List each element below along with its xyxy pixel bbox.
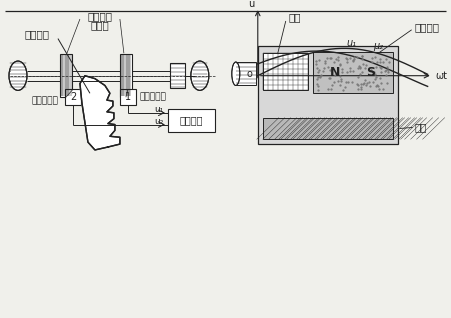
Bar [313,52,393,93]
Text: ωt: ωt [436,71,448,81]
Ellipse shape [9,61,27,90]
Text: 齿形圆盘: 齿形圆盘 [87,11,112,21]
Polygon shape [80,76,120,150]
Text: μ₂: μ₂ [373,41,384,52]
Text: 扭转轴: 扭转轴 [91,20,109,30]
Bar [65,89,81,105]
Bar [60,54,72,97]
Text: 2: 2 [70,92,76,102]
Text: 永久磁铁: 永久磁铁 [414,22,440,32]
Text: 磁电传感器: 磁电传感器 [140,93,167,102]
Text: 1: 1 [125,92,131,102]
Bar [170,63,185,88]
Bar [258,46,398,144]
Bar [236,62,256,86]
Text: o: o [247,69,253,79]
Text: 铁芯: 铁芯 [414,122,427,133]
Bar [263,53,308,90]
Bar [120,54,132,97]
Bar [263,118,393,139]
Ellipse shape [191,61,209,90]
Ellipse shape [232,62,240,86]
Text: 磁电传感器: 磁电传感器 [32,97,59,106]
Text: u₁: u₁ [346,38,356,48]
Text: 测量仪表: 测量仪表 [179,116,202,126]
Bar [168,109,215,132]
Text: 线圈: 线圈 [289,12,301,22]
Text: N: N [330,66,340,79]
Bar [120,89,136,105]
Text: u₂: u₂ [155,117,164,126]
Text: u₁: u₁ [155,105,164,114]
Text: 齿形圆盘: 齿形圆盘 [25,30,50,40]
Text: u: u [249,0,255,9]
Text: S: S [366,66,375,79]
